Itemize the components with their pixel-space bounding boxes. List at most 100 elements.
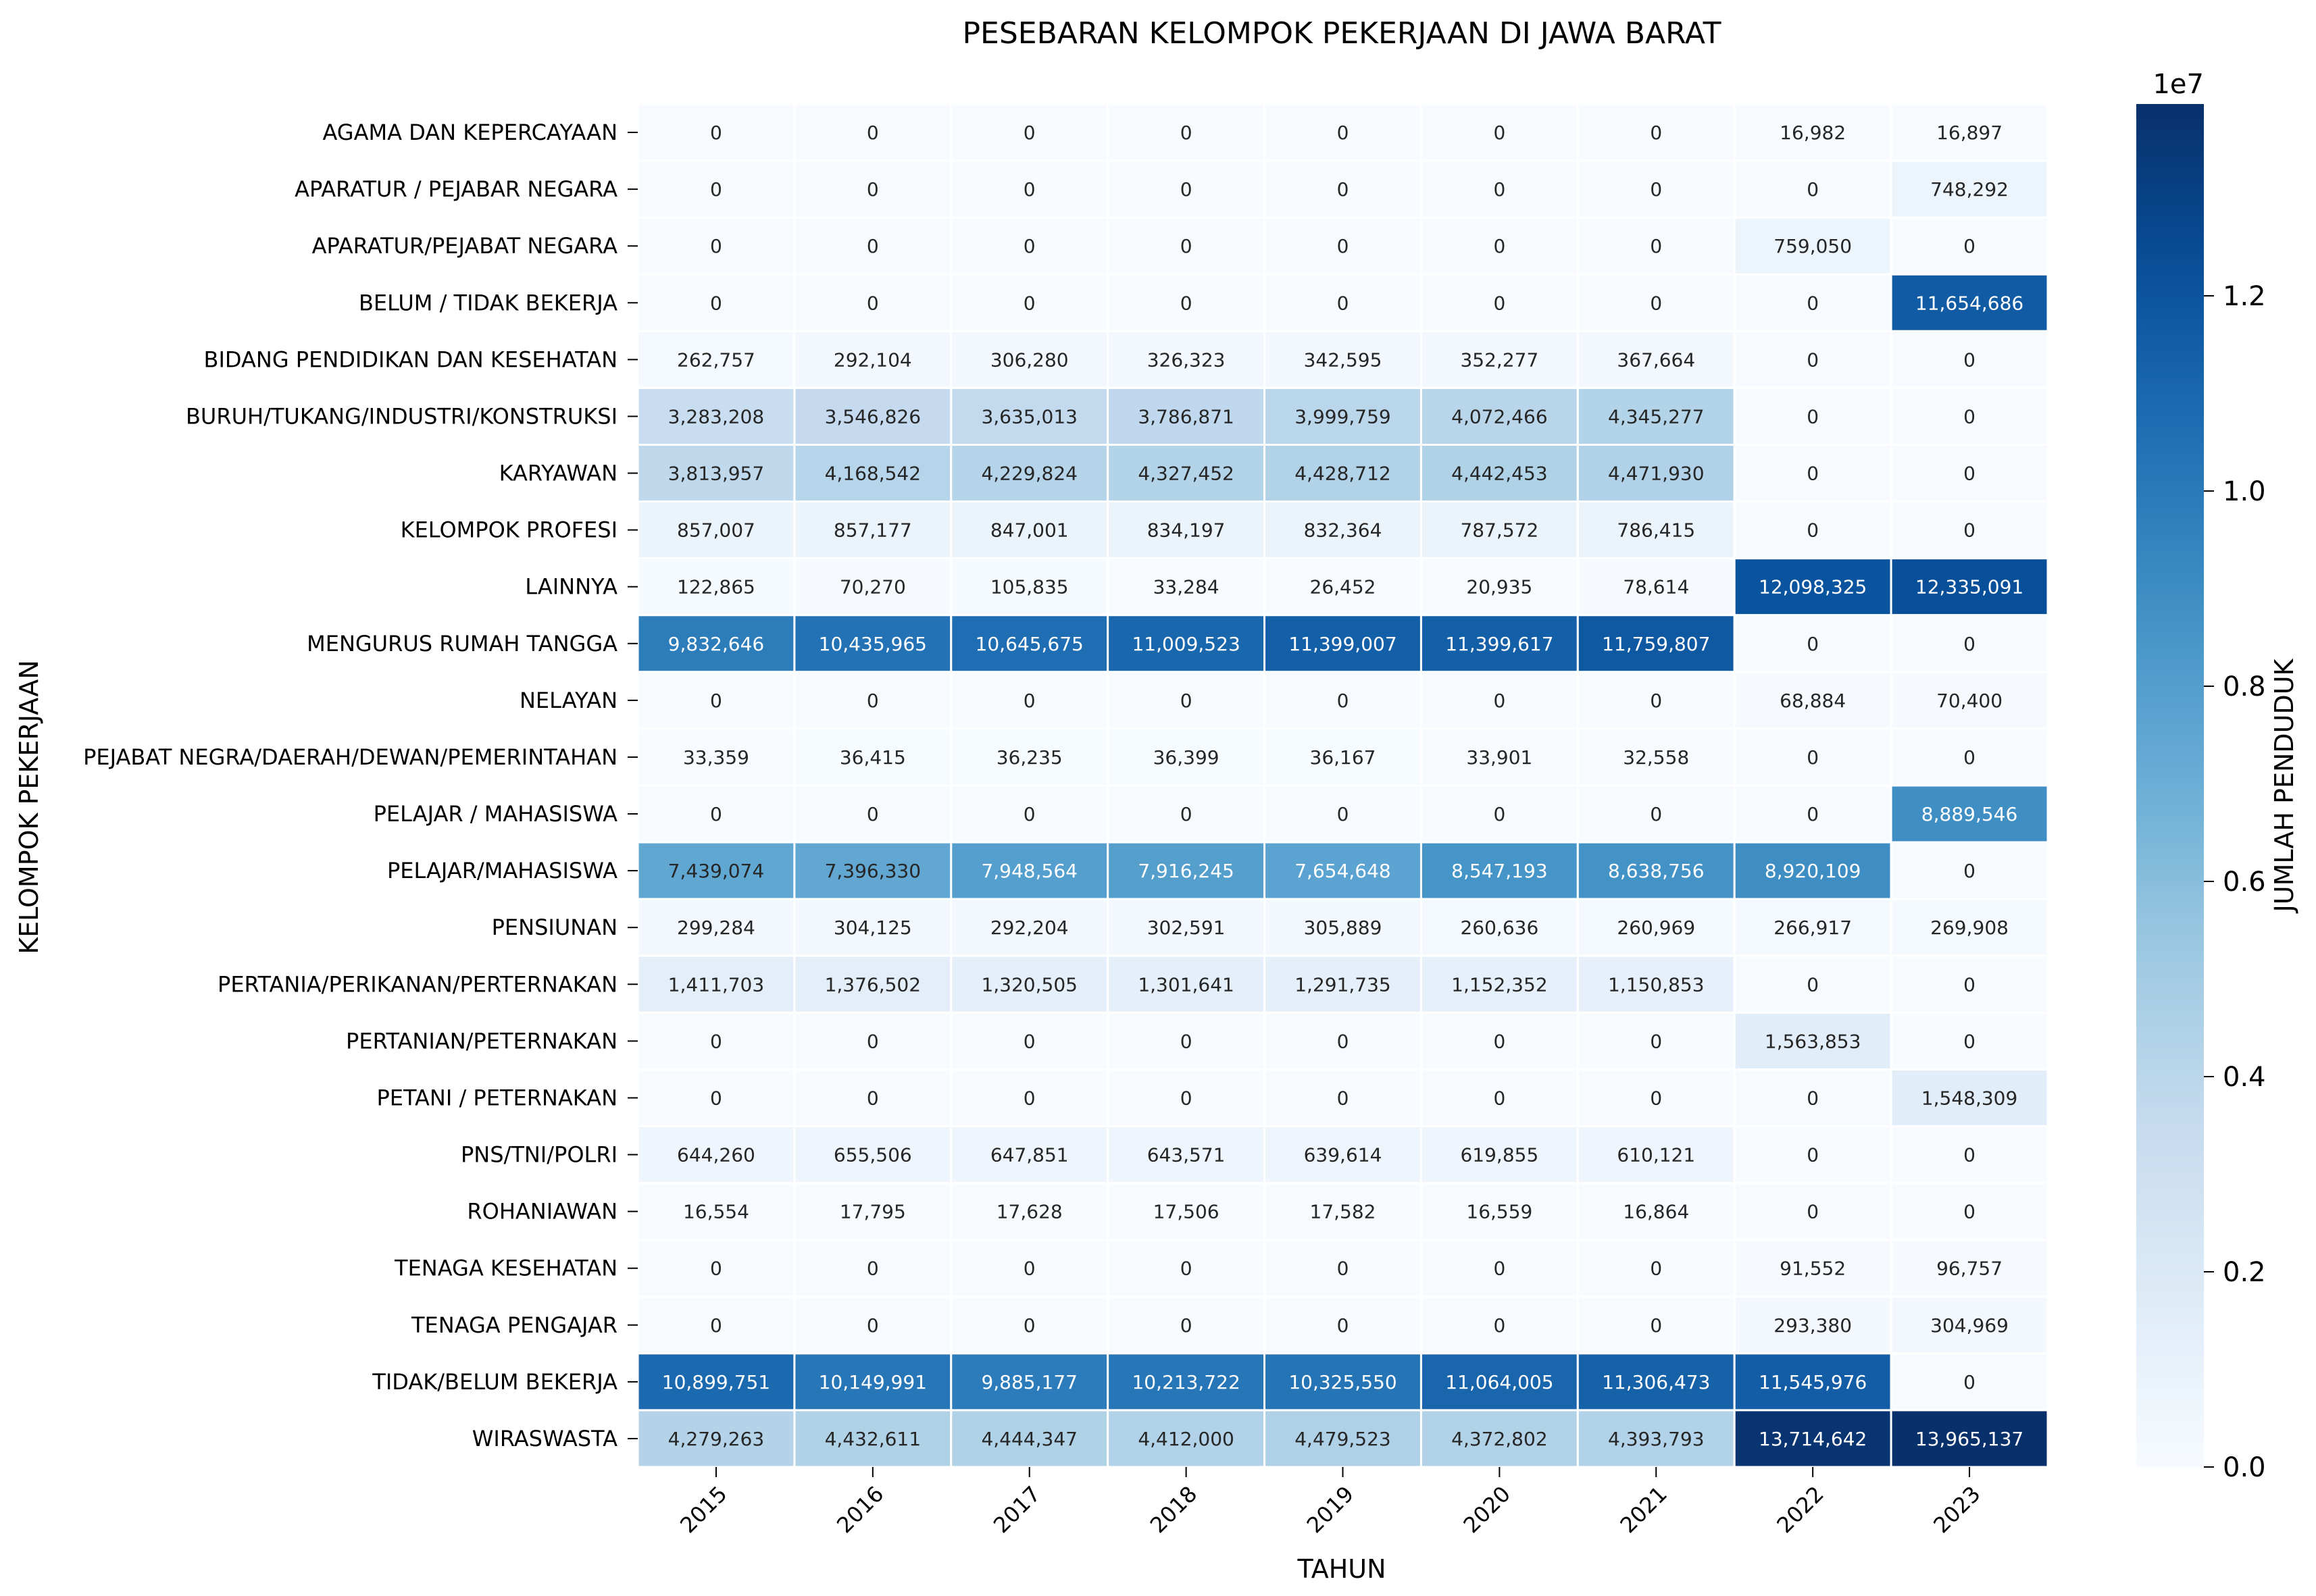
cell-value-label: 0 [1337, 178, 1349, 201]
cell-value-label: 122,865 [677, 576, 755, 598]
y-tick-label: ROHANIAWAN [467, 1199, 618, 1225]
cell-value-label: 0 [1650, 1030, 1662, 1052]
cell-value-label: 305,889 [1304, 917, 1382, 939]
x-axis-tick-labels: 2015 2016 2017 2018 2019 2020 2021 2022 2023 [675, 1467, 1986, 1538]
cell-value-label: 8,920,109 [1765, 860, 1861, 882]
heatmap-cell [950, 898, 1109, 957]
heatmap-cell [950, 1409, 1109, 1468]
cell-value-label: 0 [1807, 633, 1819, 655]
cell-value-label: 266,917 [1773, 917, 1852, 939]
cell-value-label: 10,213,722 [1132, 1371, 1240, 1393]
heatmap-cell [636, 1011, 796, 1071]
cell-value-label: 8,889,546 [1921, 803, 2018, 825]
cell-value-label: 748,292 [1930, 178, 2009, 201]
cell-value-label: 3,999,759 [1294, 405, 1391, 428]
heatmap-cell [793, 784, 953, 844]
cell-value-label: 0 [1963, 349, 1975, 371]
y-tick-label: PERTANIAN/PETERNAKAN [346, 1028, 618, 1054]
heatmap-cell [1576, 1239, 1736, 1298]
cell-value-label: 10,435,965 [819, 633, 927, 655]
cell-value-label: 619,855 [1460, 1144, 1538, 1166]
colorbar-multiplier: 1e7 [2153, 69, 2204, 100]
heatmap-cell [1419, 1125, 1579, 1185]
cell-value-label: 91,552 [1780, 1258, 1846, 1280]
cell-value-label: 293,380 [1773, 1314, 1852, 1337]
cell-value-label: 0 [1963, 1144, 1975, 1166]
x-tick-label: 2022 [1771, 1481, 1828, 1538]
heatmap-cell [1419, 500, 1579, 560]
cell-value-label: 7,654,648 [1294, 860, 1391, 882]
cell-value-label: 17,628 [997, 1201, 1063, 1223]
heatmap-cell [636, 500, 796, 560]
heatmap-cell [1576, 1295, 1736, 1355]
y-tick-label: WIRASWASTA [472, 1426, 618, 1451]
cell-value-label: 11,064,005 [1445, 1371, 1553, 1393]
cell-value-label: 20,935 [1466, 576, 1532, 598]
heatmap-cell [1576, 671, 1736, 730]
cell-value-label: 304,969 [1930, 1314, 2009, 1337]
heatmap-cell [1107, 1295, 1266, 1355]
cell-value-label: 70,400 [1936, 690, 2003, 712]
cell-value-label: 610,121 [1617, 1144, 1695, 1166]
y-tick-label: PENSIUNAN [492, 915, 618, 940]
cell-value-label: 326,323 [1147, 349, 1226, 371]
heatmap-cell [1107, 1409, 1266, 1468]
cell-value-label: 4,327,452 [1138, 463, 1234, 485]
cell-value-label: 832,364 [1304, 519, 1382, 542]
cell-value-label: 0 [867, 122, 879, 144]
heatmap-cell [636, 841, 796, 900]
heatmap-cell [1890, 1125, 2049, 1185]
y-tick-label: LAINNYA [525, 574, 618, 600]
cell-value-label: 0 [1963, 519, 1975, 542]
heatmap-cell [1890, 386, 2049, 446]
cell-value-label: 4,345,277 [1608, 405, 1705, 428]
heatmap-cell [793, 216, 953, 276]
heatmap-cell [1419, 103, 1579, 162]
cell-value-label: 7,948,564 [981, 860, 1078, 882]
cell-value-label: 0 [710, 122, 722, 144]
cell-value-label: 639,614 [1304, 1144, 1382, 1166]
y-tick-label: KELOMPOK PROFESI [401, 517, 618, 543]
heatmap-cell [1576, 954, 1736, 1014]
heatmap-cell [1263, 1011, 1422, 1071]
heatmap-cell [950, 500, 1109, 560]
heatmap-cell [1733, 614, 1892, 673]
cell-value-label: 36,235 [997, 746, 1063, 769]
heatmap-cell [1890, 1409, 2049, 1468]
cell-value-label: 0 [1650, 178, 1662, 201]
cell-value-label: 857,177 [834, 519, 912, 542]
y-tick-label: APARATUR/PEJABAT NEGARA [312, 233, 618, 259]
cell-value-label: 4,393,793 [1608, 1428, 1705, 1450]
cell-value-label: 16,982 [1780, 122, 1846, 144]
cell-value-label: 1,411,703 [668, 973, 765, 996]
cell-value-label: 0 [1963, 633, 1975, 655]
cell-value-label: 0 [1493, 1030, 1505, 1052]
cell-value-label: 0 [1963, 405, 1975, 428]
heatmap-cell [1733, 159, 1892, 219]
cell-value-label: 1,301,641 [1138, 973, 1234, 996]
cell-value-label: 0 [1650, 1087, 1662, 1109]
cell-value-label: 302,591 [1147, 917, 1226, 939]
heatmap-cell [1890, 159, 2049, 219]
cell-value-label: 0 [1650, 122, 1662, 144]
cell-value-label: 3,786,871 [1138, 405, 1234, 428]
heatmap-cell [1890, 954, 2049, 1014]
heatmap-cell [1419, 841, 1579, 900]
heatmap-cell [1107, 273, 1266, 332]
heatmap-cell [636, 216, 796, 276]
cell-value-label: 12,098,325 [1759, 576, 1867, 598]
cell-value-label: 9,885,177 [981, 1371, 1078, 1393]
cell-value-label: 292,104 [834, 349, 912, 371]
heatmap-cell [793, 614, 953, 673]
cell-value-label: 4,479,523 [1294, 1428, 1391, 1450]
heatmap-cell [636, 898, 796, 957]
cell-value-label: 0 [1337, 690, 1349, 712]
heatmap-cell [1107, 614, 1266, 673]
heatmap-cell [1890, 1068, 2049, 1127]
heatmap-cell [1107, 841, 1266, 900]
heatmap-cell [793, 841, 953, 900]
x-axis-label: TAHUN [1297, 1554, 1386, 1584]
heatmap-cell [1419, 898, 1579, 957]
y-tick-label: BELUM / TIDAK BEKERJA [359, 290, 618, 315]
cell-value-label: 0 [867, 803, 879, 825]
